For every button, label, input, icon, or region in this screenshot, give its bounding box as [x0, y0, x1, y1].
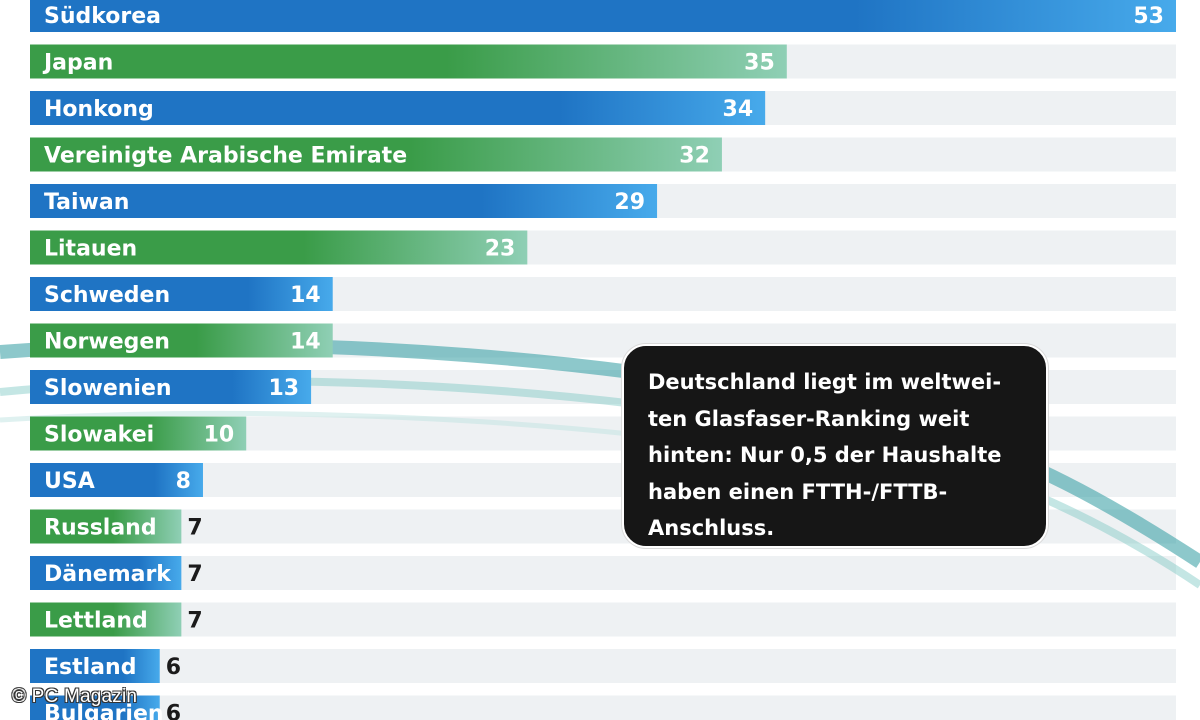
category-label: Russland: [44, 516, 157, 541]
value-label: 6: [166, 702, 181, 720]
value-label: 14: [290, 330, 321, 355]
bar-südkorea: [30, 0, 1176, 32]
category-label: Norwegen: [44, 330, 170, 355]
value-label: 10: [204, 423, 235, 448]
value-label: 7: [187, 516, 202, 541]
bar-usa: [30, 463, 203, 497]
category-label: Japan: [42, 51, 113, 76]
value-label: 34: [723, 97, 754, 122]
value-label: 32: [679, 144, 710, 169]
bar-slowenien: [30, 370, 312, 404]
category-label: Taiwan: [44, 190, 129, 215]
value-label: 35: [744, 51, 775, 76]
bar-russland: [30, 509, 182, 544]
bar-bulgarien: [30, 695, 160, 720]
value-label: 8: [176, 469, 191, 494]
bar-vereinigte-arabische-emirate: [30, 137, 722, 172]
bar-track: [30, 602, 1176, 637]
value-label: 7: [187, 609, 202, 634]
category-label: USA: [44, 469, 95, 494]
info-callout: Deutschland liegt im weltwei- ten Glasfa…: [622, 344, 1048, 548]
category-label: Lettland: [44, 609, 148, 634]
category-label: Vereinigte Arabische Emirate: [44, 144, 407, 169]
category-label: Litauen: [44, 237, 137, 262]
bar-litauen: [30, 230, 528, 265]
value-label: 6: [166, 655, 181, 680]
category-label: Schweden: [44, 283, 170, 308]
category-label: Slowenien: [44, 376, 172, 401]
category-label: Honkong: [44, 97, 154, 122]
bar-taiwan: [30, 184, 658, 218]
category-label: Dänemark: [44, 562, 172, 587]
category-label: Slowakei: [44, 423, 154, 448]
bar-norwegen: [30, 323, 333, 358]
bar-group: Südkorea 53 Japan 35 Honkong 34 Vereinigte Ara…: [30, 0, 1176, 720]
bar-track: [30, 695, 1176, 720]
value-label: 23: [485, 237, 516, 262]
bar-japan: [30, 44, 787, 79]
category-label: Südkorea: [44, 4, 161, 29]
bar-track: [30, 649, 1176, 683]
bar-lettland: [30, 602, 182, 637]
value-label: 29: [614, 190, 645, 215]
value-label: 13: [268, 376, 299, 401]
bar-track: [30, 556, 1176, 590]
bar-dänemark: [30, 556, 182, 590]
bar-slowakei: [30, 416, 247, 451]
bar-schweden: [30, 277, 333, 311]
copyright-notice: © PC Magazin: [12, 686, 138, 707]
bar-honkong: [30, 91, 766, 125]
category-label: Bulgarien: [44, 702, 164, 720]
value-label: 14: [290, 283, 321, 308]
category-label: Estland: [44, 655, 136, 680]
bar-estland: [30, 649, 160, 683]
value-label: 53: [1133, 4, 1164, 29]
value-label: 7: [187, 562, 202, 587]
